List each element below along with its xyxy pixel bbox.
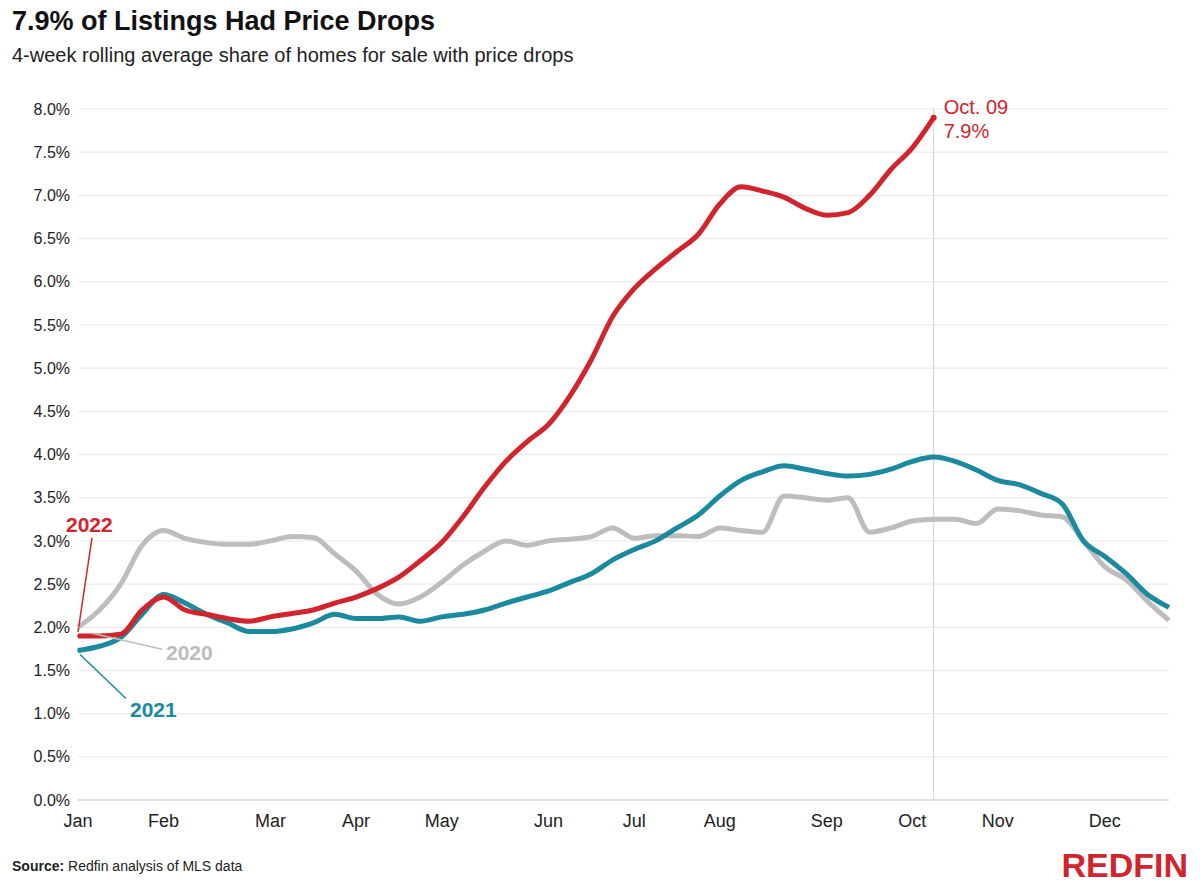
html-text:Source: Redfin analysis of MLS: Source: Redfin analysis of MLS data — [12, 858, 243, 874]
svg-text:4.0%: 4.0% — [34, 446, 70, 463]
svg-text:7.0%: 7.0% — [34, 187, 70, 204]
svg-text:5.5%: 5.5% — [34, 317, 70, 334]
svg-text:7.5%: 7.5% — [34, 144, 70, 161]
svg-text:2021: 2021 — [130, 698, 177, 721]
svg-text:Sep: Sep — [811, 811, 843, 831]
svg-text:Apr: Apr — [342, 811, 370, 831]
svg-text:5.0%: 5.0% — [34, 360, 70, 377]
svg-text:0.0%: 0.0% — [34, 792, 70, 809]
svg-text:8.0%: 8.0% — [34, 101, 70, 118]
svg-text:1.5%: 1.5% — [34, 662, 70, 679]
svg-text:Oct: Oct — [898, 811, 926, 831]
svg-text:Jul: Jul — [623, 811, 646, 831]
svg-text:4.5%: 4.5% — [34, 403, 70, 420]
svg-text:Mar: Mar — [255, 811, 286, 831]
svg-text:1.0%: 1.0% — [34, 705, 70, 722]
svg-text:Oct. 09: Oct. 09 — [944, 96, 1008, 118]
svg-text:Dec: Dec — [1089, 811, 1121, 831]
svg-text:Jun: Jun — [534, 811, 563, 831]
svg-text:0.5%: 0.5% — [34, 748, 70, 765]
svg-text:7.9%: 7.9% — [944, 120, 990, 142]
svg-text:2020: 2020 — [166, 641, 213, 664]
svg-text:2.0%: 2.0% — [34, 619, 70, 636]
html-text:4-week rolling average share o: 4-week rolling average share of homes fo… — [12, 44, 574, 66]
html-text:7.9% of Listings Had Price Dro: 7.9% of Listings Had Price Drops — [12, 6, 436, 36]
svg-text:2.5%: 2.5% — [34, 576, 70, 593]
svg-text:3.5%: 3.5% — [34, 489, 70, 506]
html-text:REDFIN: REDFIN — [1061, 846, 1188, 884]
svg-text:6.0%: 6.0% — [34, 273, 70, 290]
svg-text:3.0%: 3.0% — [34, 533, 70, 550]
svg-text:6.5%: 6.5% — [34, 230, 70, 247]
svg-text:Aug: Aug — [704, 811, 736, 831]
svg-text:May: May — [425, 811, 459, 831]
svg-text:Feb: Feb — [148, 811, 179, 831]
svg-text:2022: 2022 — [66, 513, 113, 536]
svg-text:Jan: Jan — [63, 811, 92, 831]
svg-text:Nov: Nov — [982, 811, 1014, 831]
